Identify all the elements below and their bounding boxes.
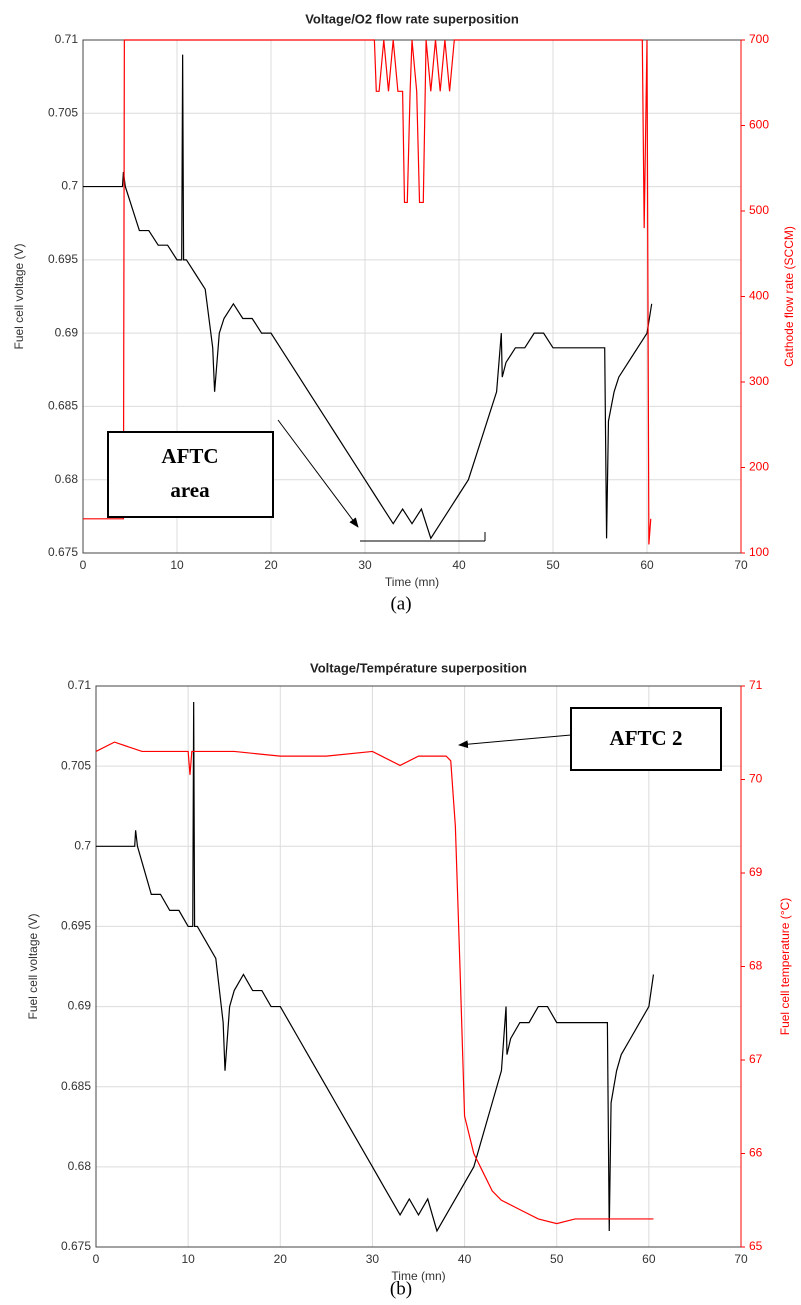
x-tick-label: 30	[358, 558, 372, 572]
y2-tick-label: 500	[749, 203, 769, 217]
annotation-box	[570, 707, 722, 771]
y2-tick-label: 69	[749, 865, 763, 879]
y2-axis-label: Fuel cell temperature (°C)	[778, 898, 792, 1036]
x-tick-label: 10	[181, 1252, 195, 1266]
y-tick-label: 0.675	[48, 545, 78, 559]
series-line	[83, 39, 652, 545]
y-tick-label: 0.69	[68, 999, 92, 1013]
y-tick-label: 0.705	[61, 758, 91, 772]
x-tick-label: 40	[452, 558, 466, 572]
y-tick-label: 0.705	[48, 105, 78, 119]
y-tick-label: 0.675	[61, 1239, 91, 1253]
y-tick-label: 0.7	[61, 179, 78, 193]
x-tick-label: 60	[640, 558, 654, 572]
x-tick-label: 70	[734, 1252, 748, 1266]
y-tick-label: 0.68	[55, 472, 79, 486]
x-tick-label: 10	[170, 558, 184, 572]
y-tick-label: 0.69	[55, 325, 79, 339]
annotation: AFTC 2	[610, 726, 683, 750]
chart-title: Voltage/Température superposition	[310, 660, 527, 675]
x-axis-label: Time (mn)	[391, 1269, 445, 1283]
x-tick-label: 20	[274, 1252, 288, 1266]
y2-tick-label: 66	[749, 1146, 763, 1160]
y2-tick-label: 700	[749, 32, 769, 46]
x-tick-label: 0	[93, 1252, 100, 1266]
x-tick-label: 30	[366, 1252, 380, 1266]
annotation: area	[170, 478, 210, 502]
y2-tick-label: 600	[749, 118, 769, 132]
y-tick-label: 0.68	[68, 1159, 92, 1173]
caption: (b)	[390, 1278, 412, 1299]
x-tick-label: 60	[642, 1252, 656, 1266]
y2-tick-label: 200	[749, 460, 769, 474]
y2-tick-label: 100	[749, 545, 769, 559]
annotation-arrow	[458, 734, 572, 749]
y2-tick-label: 65	[749, 1239, 763, 1253]
annotation: AFTC	[161, 444, 218, 468]
y2-tick-label: 400	[749, 289, 769, 303]
annotation-arrow	[277, 419, 359, 528]
x-tick-label: 50	[550, 1252, 564, 1266]
y2-tick-label: 68	[749, 959, 763, 973]
x-tick-label: 40	[458, 1252, 472, 1266]
annotation-box	[107, 431, 274, 518]
x-tick-label: 50	[546, 558, 560, 572]
series-line	[83, 54, 653, 540]
y2-tick-label: 300	[749, 374, 769, 388]
series-line	[95, 741, 654, 1225]
y-tick-label: 0.695	[61, 919, 91, 933]
y2-tick-label: 67	[749, 1052, 763, 1066]
y-tick-label: 0.685	[48, 399, 78, 413]
y-axis-label: Fuel cell voltage (V)	[12, 243, 26, 349]
series-line	[96, 702, 655, 1233]
caption: (a)	[390, 593, 411, 614]
y2-axis-label: Cathode flow rate (SCCM)	[782, 226, 796, 367]
x-tick-label: 70	[734, 558, 748, 572]
y-tick-label: 0.685	[61, 1079, 91, 1093]
y-tick-label: 0.71	[55, 32, 79, 46]
y2-tick-label: 70	[749, 772, 763, 786]
y-axis-label: Fuel cell voltage (V)	[26, 913, 40, 1019]
y2-tick-label: 71	[749, 678, 763, 692]
y-tick-label: 0.7	[74, 838, 91, 852]
x-tick-label: 0	[80, 558, 87, 572]
x-tick-label: 20	[264, 558, 278, 572]
y-tick-label: 0.695	[48, 252, 78, 266]
chart-title: Voltage/O2 flow rate superposition	[305, 11, 519, 26]
y-tick-label: 0.71	[68, 678, 92, 692]
x-axis-label: Time (mn)	[385, 575, 439, 589]
